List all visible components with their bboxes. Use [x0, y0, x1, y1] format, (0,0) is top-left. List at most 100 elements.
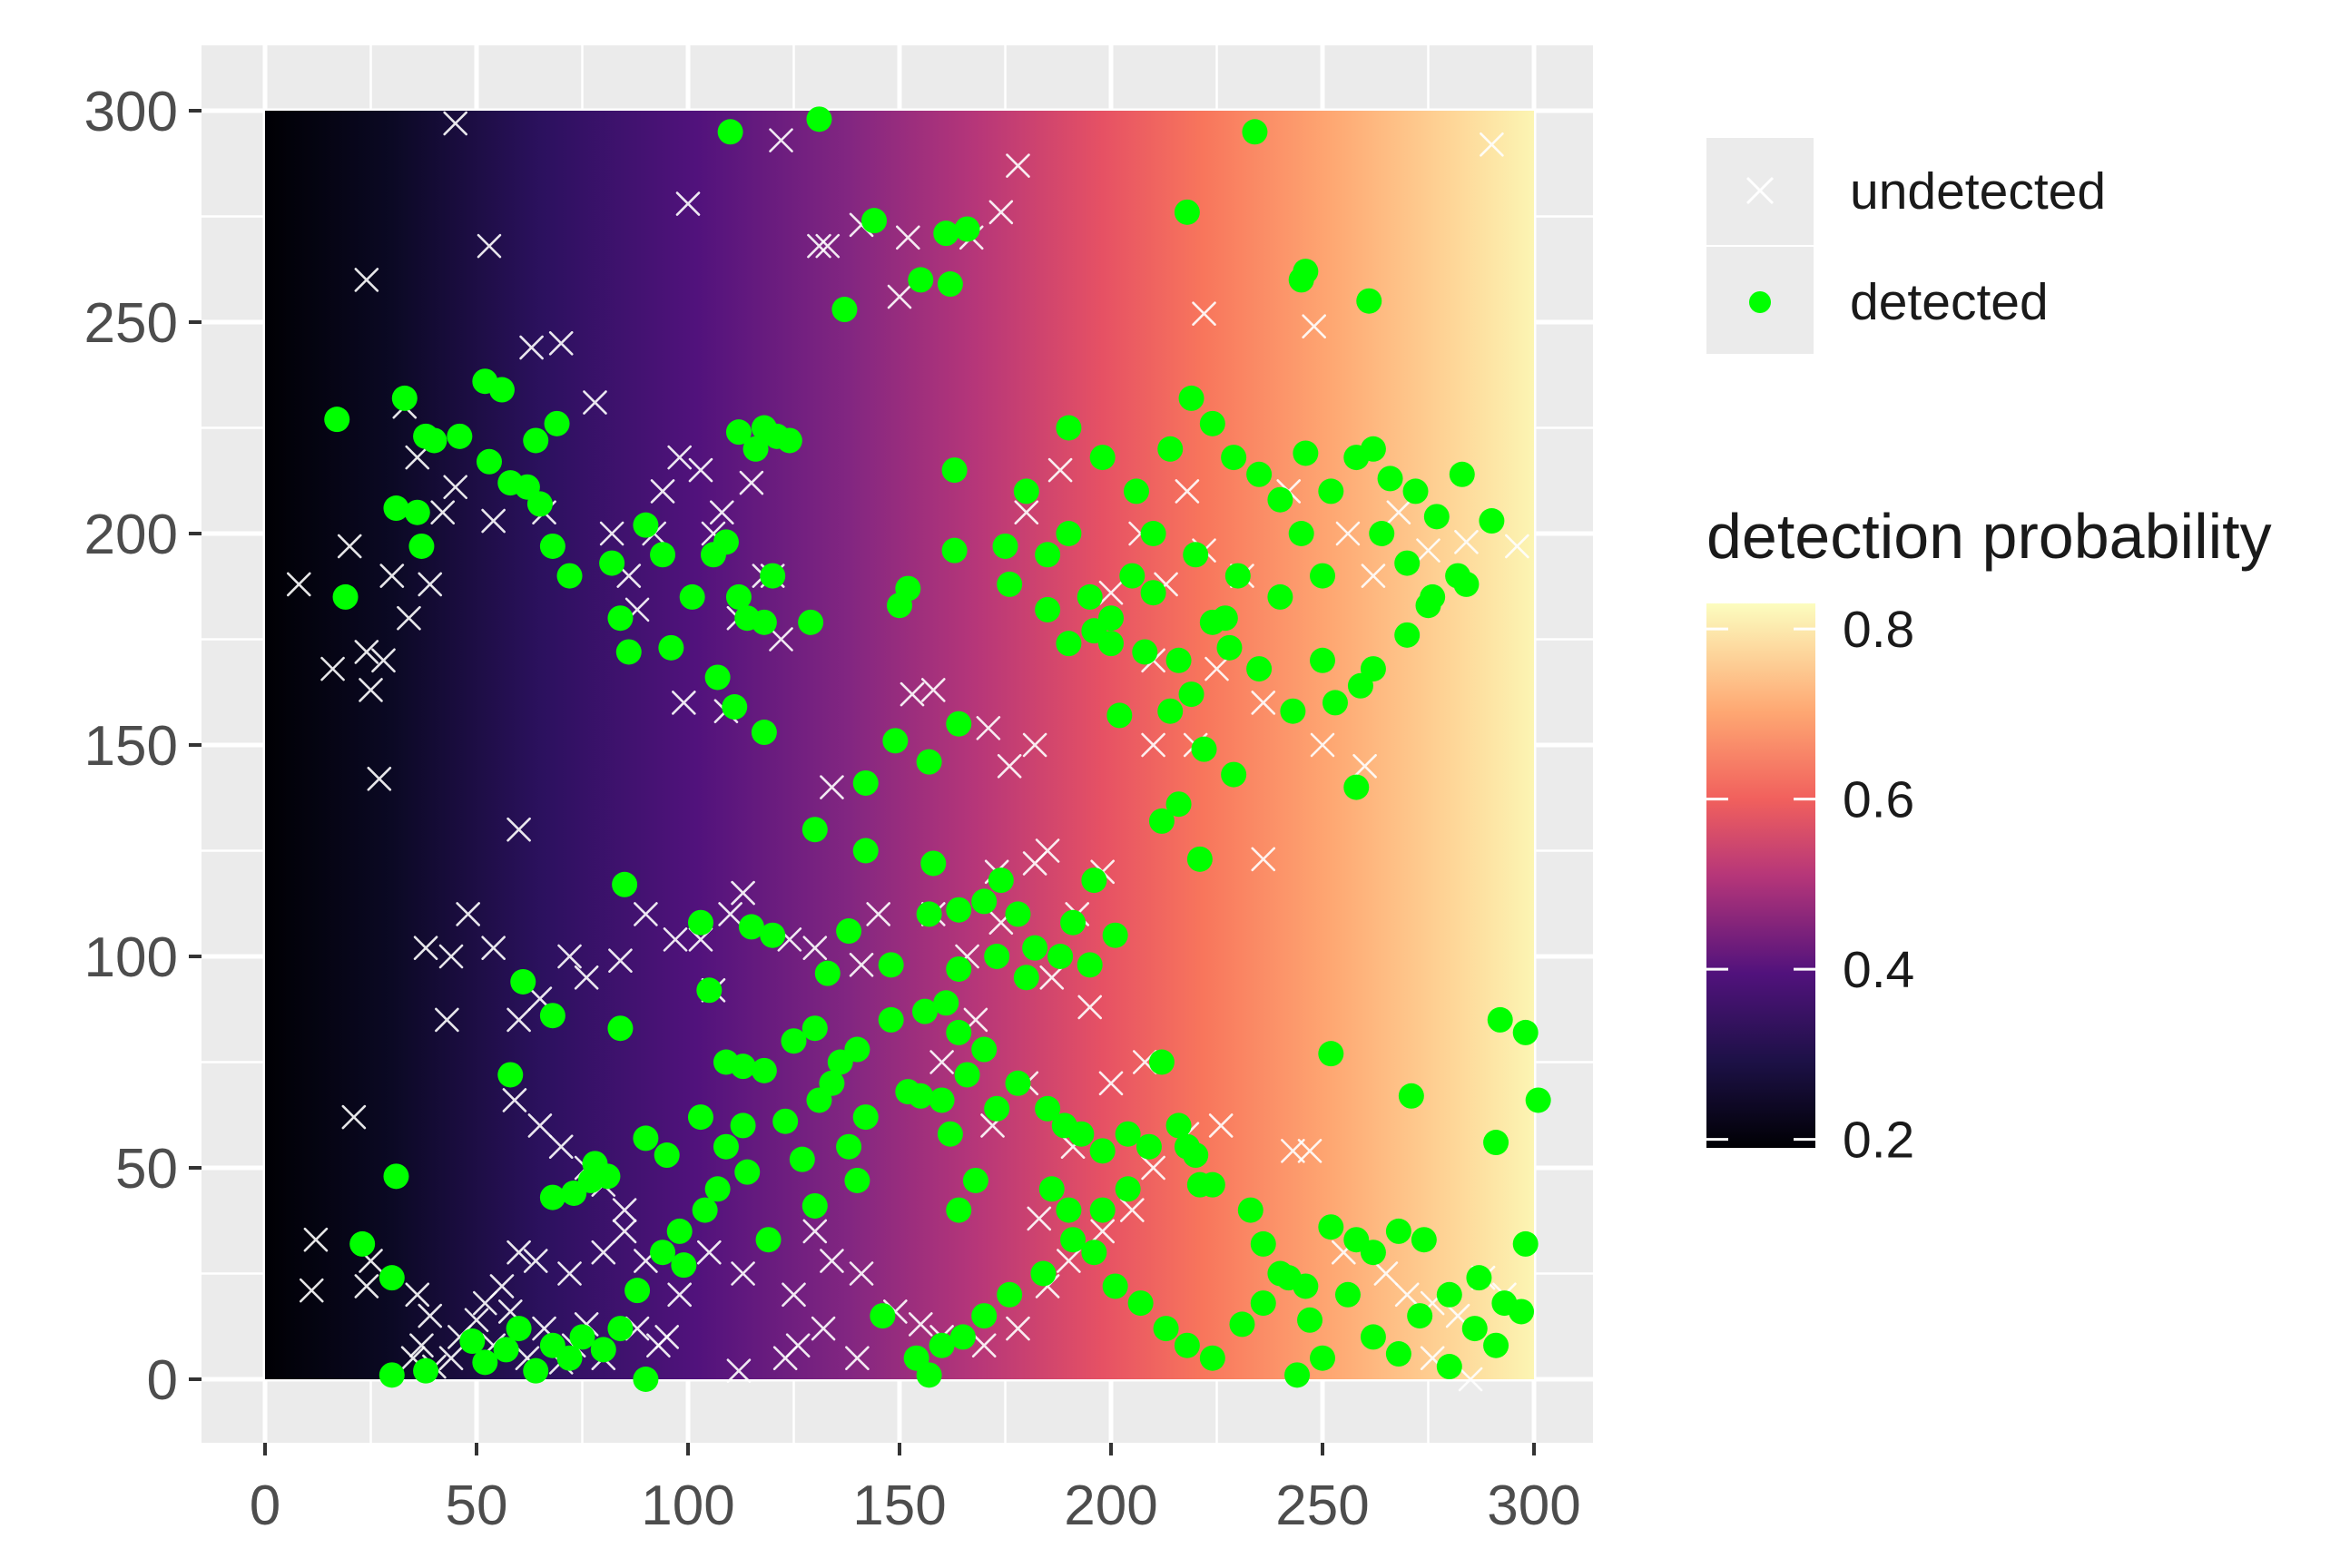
undetected-point	[1302, 314, 1326, 338]
undetected-point	[1310, 732, 1335, 758]
detected-point	[1466, 1265, 1492, 1291]
undetected-point	[1090, 1219, 1115, 1244]
detected-point	[751, 720, 777, 746]
undetected-point	[1098, 580, 1124, 605]
detected-point	[704, 664, 731, 691]
legend-x-marker	[1745, 176, 1775, 205]
x-tick-label: 300	[1487, 1475, 1580, 1537]
detected-point	[844, 1036, 870, 1063]
detected-point	[1334, 1281, 1361, 1308]
detected-point	[615, 639, 642, 665]
detected-point	[1483, 1332, 1509, 1358]
detected-point	[607, 605, 634, 632]
detected-point	[1106, 702, 1133, 729]
detected-point	[607, 1015, 634, 1042]
undetected-point	[443, 111, 468, 136]
detected-point	[1157, 436, 1184, 462]
undetected-point	[506, 1240, 531, 1265]
detected-point	[1174, 199, 1200, 225]
detected-point	[383, 1163, 409, 1190]
axes: 0 50 100 150 200 250 300 0 50 100 150 200 250 300	[84, 81, 1581, 1537]
detected-point	[510, 968, 536, 995]
detected-point	[624, 1278, 651, 1304]
detected-point	[992, 533, 1018, 559]
undetected-point	[405, 445, 430, 470]
detected-point	[772, 1108, 799, 1134]
undetected-point	[418, 572, 443, 597]
detected-point	[997, 571, 1023, 597]
detected-point	[687, 1104, 713, 1131]
detected-point	[1178, 385, 1204, 411]
undetected-point	[866, 902, 891, 926]
undetected-point	[1027, 1206, 1052, 1231]
undetected-point	[1022, 851, 1047, 876]
undetected-point	[815, 233, 841, 259]
detected-point	[1402, 478, 1429, 505]
detected-point	[1022, 935, 1048, 961]
detected-point	[836, 1133, 862, 1160]
undetected-point	[557, 944, 582, 969]
detected-point	[954, 216, 980, 242]
detected-point	[493, 1337, 519, 1363]
detected-point	[933, 990, 959, 1016]
detected-point	[730, 1054, 756, 1080]
detected-point	[472, 1349, 498, 1376]
detected-point	[801, 1015, 828, 1042]
detected-point	[1288, 521, 1314, 546]
detected-point	[666, 1218, 693, 1244]
detected-point	[1267, 583, 1293, 610]
detected-point	[404, 499, 430, 525]
undetected-point	[1386, 500, 1411, 525]
detected-point	[679, 583, 705, 610]
undetected-point	[443, 475, 468, 500]
detected-point	[1411, 1227, 1437, 1253]
detected-point	[755, 1227, 782, 1253]
undetected-point	[430, 500, 456, 525]
detected-point	[1250, 1230, 1276, 1257]
detected-point	[1377, 466, 1403, 492]
colorbar-tick-label: 0.4	[1843, 941, 1914, 999]
detected-point	[734, 1159, 761, 1185]
detected-point	[895, 575, 921, 602]
undetected-point	[583, 390, 607, 415]
detected-point	[1487, 1006, 1513, 1033]
undetected-point	[1047, 457, 1073, 483]
detected-point	[852, 838, 879, 864]
detected-point	[1246, 461, 1273, 487]
detected-point	[776, 427, 802, 454]
undetected-point	[599, 521, 624, 546]
undetected-point	[1454, 530, 1479, 554]
detected-point	[908, 1083, 934, 1109]
detected-point	[1030, 1260, 1057, 1287]
undetected-point	[456, 902, 480, 926]
detected-point	[1216, 634, 1243, 661]
undetected-point	[464, 1308, 489, 1333]
detected-point	[569, 1324, 595, 1350]
colorbar-title: detection probability	[1706, 501, 2272, 572]
detected-point	[1242, 119, 1268, 145]
undetected-point	[612, 1198, 637, 1222]
detected-point	[1310, 647, 1335, 673]
detected-point	[1461, 1316, 1488, 1342]
detected-point	[459, 1328, 486, 1355]
detected-point	[1077, 583, 1103, 610]
undetected-point	[481, 508, 506, 534]
detected-point	[1436, 1281, 1462, 1308]
undetected-point	[820, 775, 844, 799]
detected-point	[941, 537, 968, 564]
detected-point	[1077, 952, 1103, 978]
detected-point	[781, 1028, 807, 1054]
detected-point	[1483, 1130, 1509, 1156]
undetected-point	[1039, 965, 1065, 990]
detected-point	[324, 407, 350, 433]
detected-point	[971, 1303, 998, 1329]
undetected-point	[413, 936, 438, 960]
undetected-point	[849, 953, 874, 977]
detected-point	[916, 1362, 942, 1388]
undetected-point	[731, 1261, 755, 1286]
detected-point	[447, 423, 473, 449]
detected-point	[844, 1167, 870, 1193]
detected-point	[1394, 550, 1421, 576]
detected-point	[962, 1167, 988, 1193]
